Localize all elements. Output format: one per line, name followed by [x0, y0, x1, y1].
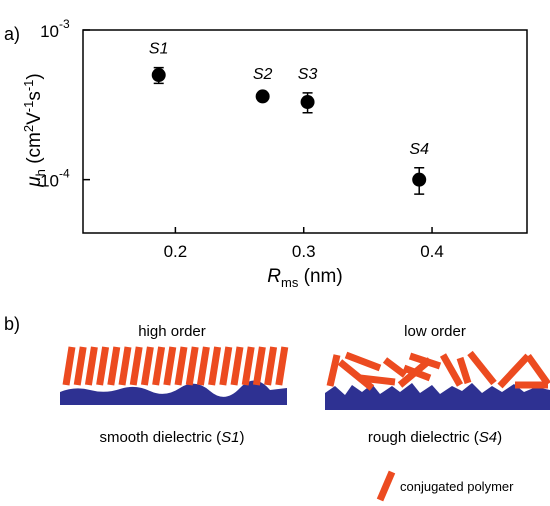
y-label-part: -1	[21, 101, 36, 113]
data-point	[300, 95, 315, 110]
polymer-rod	[402, 364, 432, 382]
y-label-part: μ	[24, 176, 45, 188]
caption-part: smooth dielectric (	[99, 429, 221, 446]
plot-frame	[82, 29, 528, 234]
polymer-rod	[408, 352, 442, 370]
y-tick-label: 10	[40, 22, 59, 41]
polymer-rod	[185, 346, 199, 386]
y-tick-exponent: -3	[59, 17, 70, 31]
polymer-rod	[208, 346, 222, 386]
point-label: S3	[298, 66, 318, 83]
polymer-rod	[107, 346, 121, 386]
polymer-rod	[152, 346, 166, 386]
caption-part: )	[240, 429, 245, 446]
polymer-rod	[326, 354, 341, 387]
diagram-caption: smooth dielectric (S1)	[99, 429, 244, 446]
smooth-dielectric	[60, 380, 287, 405]
polymer-rod	[497, 353, 531, 389]
caption-part: S4	[479, 429, 497, 446]
polymer-rod	[62, 346, 76, 386]
x-tick-label: 0.2	[164, 242, 188, 261]
polymer-rod	[219, 346, 233, 386]
polymer-rod	[140, 346, 154, 386]
polymer-rod	[84, 346, 98, 386]
point-label: S1	[149, 41, 169, 58]
polymer-rod	[337, 359, 375, 391]
diagram-title: high order	[138, 323, 206, 340]
polymer-rod	[163, 346, 177, 386]
y-label-part: h	[33, 169, 48, 176]
y-tick-label: 10	[40, 172, 59, 191]
polymer-rod	[230, 346, 244, 386]
rough-dielectric	[325, 383, 550, 410]
polymer-rod	[118, 346, 132, 386]
point-label: S4	[409, 141, 429, 158]
polymer-rod	[252, 346, 266, 386]
y-label-part: (cm	[24, 132, 45, 169]
legend-rod	[376, 470, 396, 502]
y-axis-label: μh (cm2V-1s-1)	[21, 73, 48, 187]
y-label-part: -1	[21, 80, 36, 92]
caption-part: rough dielectric (	[368, 429, 479, 446]
polymer-rod	[264, 346, 278, 386]
x-tick-label: 0.4	[420, 242, 444, 261]
polymer-rod	[129, 346, 143, 386]
polymer-rod	[439, 353, 464, 387]
caption-part: )	[497, 429, 502, 446]
polymer-rod	[525, 353, 550, 387]
polymer-rod	[344, 351, 382, 372]
polymer-rod	[174, 346, 188, 386]
legend-label: conjugated polymer	[400, 479, 514, 494]
x-label-sub: ms	[281, 275, 299, 290]
polymer-rod	[96, 346, 110, 386]
x-label-symbol: R	[267, 266, 281, 287]
x-tick-label: 0.3	[292, 242, 316, 261]
panel-label: b)	[4, 314, 20, 334]
y-label-part: )	[24, 73, 45, 79]
polymer-rod	[275, 346, 289, 386]
y-tick-base: 10	[40, 172, 59, 191]
y-tick-base: 10	[40, 22, 59, 41]
polymer-rod	[241, 346, 255, 386]
x-axis-label: Rms (nm)	[267, 266, 342, 290]
data-point	[412, 172, 427, 187]
x-label-unit: (nm)	[298, 266, 342, 287]
y-label-part: s	[24, 91, 45, 101]
polymer-rod	[196, 346, 210, 386]
y-tick-exponent: -4	[59, 167, 70, 181]
polymer-rod	[467, 350, 497, 386]
caption-part: S1	[221, 429, 239, 446]
diagram-title: low order	[404, 323, 466, 340]
data-point	[151, 68, 166, 83]
panel-label: a)	[4, 24, 20, 44]
data-point	[255, 89, 270, 104]
point-label: S2	[253, 66, 273, 83]
polymer-rod	[73, 346, 87, 386]
diagram-caption: rough dielectric (S4)	[368, 429, 502, 446]
polymer-rod	[382, 357, 408, 378]
y-label-part: V	[24, 112, 45, 125]
polymer-rod	[359, 374, 396, 386]
y-label-part: 2	[21, 125, 36, 132]
polymer-rod	[456, 356, 472, 385]
